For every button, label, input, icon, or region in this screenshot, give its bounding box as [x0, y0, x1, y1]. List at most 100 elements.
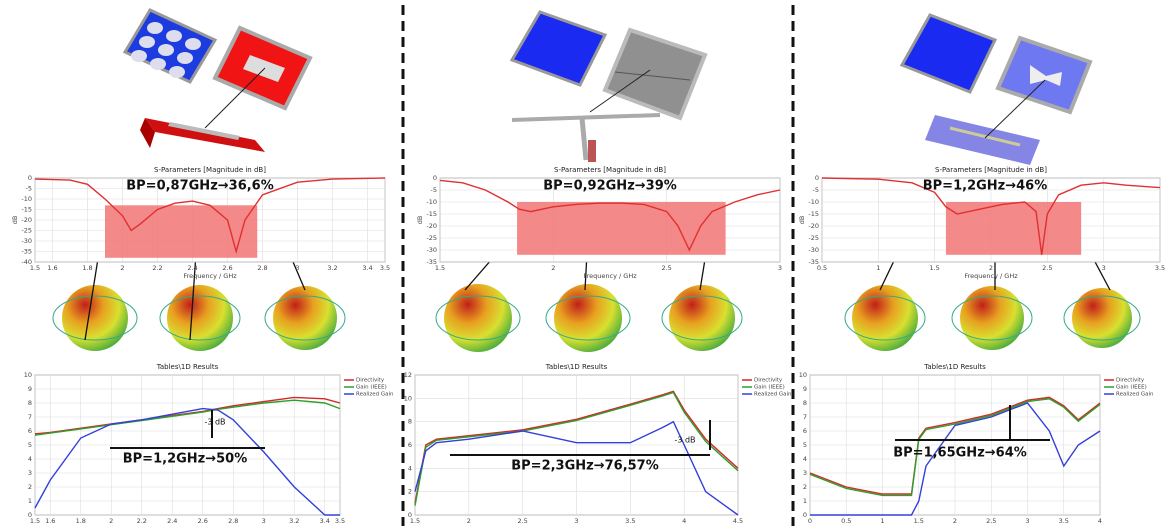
y-tick-label: 12 [404, 371, 412, 379]
y-tick-label: 0 [433, 174, 437, 182]
x-tick-label: 0 [808, 517, 812, 525]
x-tick-label: 3 [262, 517, 266, 525]
x-tick-label: 1.5 [410, 517, 420, 525]
y-tick-label: -30 [426, 246, 437, 254]
x-tick-label: 4 [682, 517, 686, 525]
x-tick-label: 3.4 [362, 264, 372, 272]
chart: S-Parameters [Magnitude in dB] 0 -5 -10 -15 -… [798, 166, 1165, 280]
y-tick-label: 9 [28, 385, 32, 393]
charts: S-Parameters [Magnitude in dB] 0 -5 -10 -15 -… [11, 166, 1165, 526]
y-tick-label: -5 [813, 186, 819, 194]
antenna-art [899, 13, 1093, 165]
y-tick-label: 8 [803, 399, 807, 407]
x-tick-label: 2.6 [222, 264, 232, 272]
x-tick-label: 3.5 [625, 517, 635, 525]
series-line [439, 179, 781, 252]
series-line [821, 177, 1161, 255]
series-line [34, 177, 386, 255]
y-tick-label: 7 [803, 413, 807, 421]
x-tick-label: 0.5 [817, 264, 827, 272]
x-tick-label: 0.5 [841, 517, 851, 525]
legend-label: Realized Gain [356, 392, 394, 398]
legend-label: Realized Gain [754, 392, 792, 398]
series-line [809, 396, 1101, 495]
y-tick-label: 2 [28, 483, 32, 491]
legend-label: Directivity [1116, 378, 1145, 384]
y-tick-label: 6 [803, 427, 807, 435]
y-tick-label: 2 [803, 483, 807, 491]
annotation: BP=1,65GHz→64% [893, 446, 1027, 461]
x-tick-label: 2.2 [137, 517, 147, 525]
y-tick-label: 4 [28, 455, 32, 463]
y-tick-label: -5 [26, 185, 32, 193]
y-tick-label: 10 [24, 371, 32, 379]
chart-title: Tables\1D Results [923, 363, 986, 371]
x-tick-label: 2.5 [986, 517, 996, 525]
bandwidth-band [945, 202, 1082, 255]
chart: Tables\1D Results 0 1 2 3 4 5 6 7 8 9 10 1.5 1.6 1.8 2 2… [24, 363, 394, 526]
x-tick-label: 2 [989, 264, 993, 272]
annotation: -3 dB [204, 418, 225, 427]
y-tick-label: -10 [426, 198, 437, 206]
x-tick-label: 2 [109, 517, 113, 525]
legend-label: Realized Gain [1116, 392, 1154, 398]
chart-title: Tables\1D Results [545, 363, 608, 371]
y-tick-label: -35 [808, 258, 819, 266]
y-tick-label: 9 [803, 385, 807, 393]
y-tick-label: -20 [426, 222, 437, 230]
y-tick-label: 10 [799, 371, 807, 379]
y-tick-label: -35 [21, 248, 32, 256]
x-tick-label: 2 [120, 264, 124, 272]
y-tick-label: 0 [815, 174, 819, 182]
antenna-art [509, 10, 708, 162]
x-tick-label: 1.8 [76, 517, 86, 525]
series-line [34, 407, 340, 516]
x-tick-label: 1.5 [914, 517, 924, 525]
x-tick-label: 2.4 [167, 517, 177, 525]
annotation: BP=0,87GHz→36,6% [126, 179, 274, 194]
x-tick-label: 3 [1025, 517, 1029, 525]
series-line [34, 399, 341, 436]
x-tick-label: 3.5 [1155, 264, 1165, 272]
x-tick-label: 1.6 [47, 264, 57, 272]
y-tick-label: 4 [803, 455, 807, 463]
y-tick-label: -15 [426, 210, 437, 218]
x-tick-label: 1 [880, 517, 884, 525]
y-tick-label: -30 [808, 246, 819, 254]
y-tick-label: 6 [28, 427, 32, 435]
x-tick-label: 4 [1098, 517, 1102, 525]
chart-title: Tables\1D Results [156, 363, 219, 371]
x-tick-label: 1 [876, 264, 880, 272]
x-tick-label: 2.5 [661, 264, 671, 272]
x-tick-label: 1.6 [45, 517, 55, 525]
x-tick-label: 4.5 [733, 517, 743, 525]
series-line [414, 420, 739, 516]
x-tick-label: 3.2 [327, 264, 337, 272]
y-tick-label: -25 [426, 234, 437, 242]
y-tick-label: -5 [431, 186, 437, 194]
series-line [414, 391, 739, 506]
y-tick-label: -10 [808, 198, 819, 206]
x-tick-label: 3.4 [320, 517, 330, 525]
x-tick-label: 3 [295, 264, 299, 272]
annotation: -3 dB [674, 436, 695, 445]
x-tick-label: 2 [467, 517, 471, 525]
legend-label: Directivity [754, 378, 783, 384]
y-tick-label: -10 [21, 195, 32, 203]
x-axis-label: Frequency / GHz [583, 272, 637, 280]
annotation: BP=1,2GHz→46% [923, 179, 1047, 194]
legend-label: Gain (IEEE) [1116, 385, 1147, 391]
bandwidth-band [517, 202, 726, 255]
y-tick-label: 2 [408, 488, 412, 496]
chart: S-Parameters [Magnitude in dB] 0 -5 -10 -15 -… [11, 166, 390, 280]
chart-title: S-Parameters [Magnitude in dB] [154, 166, 266, 174]
y-tick-label: -30 [21, 237, 32, 245]
chart-title: S-Parameters [Magnitude in dB] [935, 166, 1047, 174]
chart: Tables\1D Results 0 1 2 3 4 5 6 7 8 9 10 0 0.5 1 1.5 2 2.… [799, 363, 1154, 526]
series-line [810, 402, 1101, 516]
x-axis-label: Frequency / GHz [964, 272, 1018, 280]
x-axis-label: Frequency / GHz [183, 272, 237, 280]
antenna-art [122, 8, 313, 152]
x-tick-label: 2.6 [198, 517, 208, 525]
